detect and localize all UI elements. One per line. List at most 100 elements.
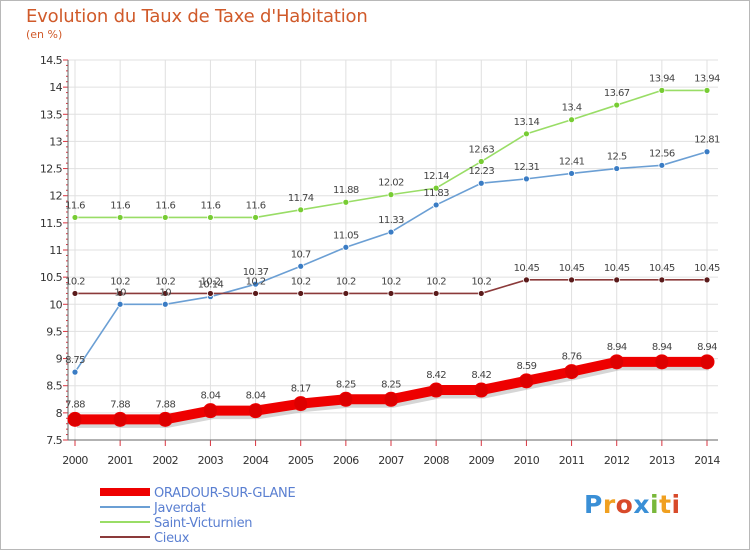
data-point-saint-victurnien bbox=[703, 87, 711, 94]
data-point-oradour-sur-glane bbox=[699, 354, 715, 370]
data-label-cieux: 10.45 bbox=[514, 263, 540, 274]
x-tick-label: 2000 bbox=[62, 454, 88, 467]
data-point-oradour-sur-glane bbox=[383, 391, 399, 407]
axes: 7.588.599.51010.51111.51212.51313.51414.… bbox=[40, 54, 721, 467]
y-tick-label: 9.5 bbox=[46, 325, 62, 338]
legend-label-oradour-sur-glane: ORADOUR-SUR-GLANE bbox=[154, 486, 295, 501]
data-point-cieux bbox=[116, 290, 124, 297]
data-label-oradour-sur-glane: 8.25 bbox=[381, 379, 401, 390]
y-tick-label: 10.5 bbox=[40, 271, 63, 284]
y-tick-label: 12.5 bbox=[40, 163, 63, 176]
data-label-saint-victurnien: 13.14 bbox=[514, 117, 540, 128]
data-point-cieux bbox=[252, 290, 259, 297]
data-point-saint-victurnien bbox=[71, 214, 79, 221]
data-point-cieux bbox=[342, 290, 350, 297]
data-label-cieux: 10.2 bbox=[426, 276, 446, 287]
data-point-cieux bbox=[703, 276, 711, 284]
y-tick-label: 8 bbox=[56, 407, 63, 420]
data-point-cieux bbox=[523, 276, 530, 284]
data-label-oradour-sur-glane: 8.17 bbox=[291, 384, 311, 395]
x-tick-label: 2003 bbox=[198, 454, 224, 467]
data-point-javerdat bbox=[658, 161, 666, 169]
data-label-oradour-sur-glane: 8.42 bbox=[471, 370, 491, 381]
data-label-cieux: 10.2 bbox=[110, 276, 130, 287]
y-tick-label: 11 bbox=[49, 244, 62, 257]
data-point-oradour-sur-glane bbox=[473, 382, 489, 398]
x-tick-label: 2009 bbox=[468, 454, 494, 467]
x-tick-label: 2014 bbox=[694, 454, 720, 467]
data-label-javerdat: 12.5 bbox=[607, 152, 627, 163]
data-label-javerdat: 12.41 bbox=[559, 156, 585, 167]
grid bbox=[68, 59, 718, 441]
data-label-saint-victurnien: 12.63 bbox=[468, 145, 494, 156]
data-point-oradour-sur-glane bbox=[67, 411, 83, 427]
data-label-oradour-sur-glane: 8.25 bbox=[336, 379, 356, 390]
data-point-javerdat bbox=[161, 300, 169, 308]
data-point-cieux bbox=[658, 276, 666, 284]
logo-letter: P bbox=[584, 490, 603, 519]
data-label-oradour-sur-glane: 8.76 bbox=[562, 352, 582, 363]
data-label-cieux: 10.45 bbox=[604, 263, 630, 274]
x-tick-label: 2010 bbox=[514, 454, 540, 467]
data-label-javerdat: 12.31 bbox=[514, 162, 540, 173]
data-label-cieux: 10.2 bbox=[155, 276, 175, 287]
data-label-saint-victurnien: 11.6 bbox=[200, 200, 220, 211]
data-point-oradour-sur-glane bbox=[248, 403, 264, 419]
data-label-javerdat: 10.7 bbox=[291, 249, 311, 260]
proxiti-logo: Proxiti bbox=[584, 490, 681, 519]
data-point-javerdat bbox=[523, 175, 530, 183]
logo-letter: i bbox=[650, 490, 660, 519]
data-label-cieux: 10.2 bbox=[200, 276, 220, 287]
y-tick-label: 8.5 bbox=[46, 380, 62, 393]
y-tick-label: 9 bbox=[56, 353, 63, 366]
data-label-cieux: 10.45 bbox=[649, 263, 675, 274]
x-tick-label: 2012 bbox=[604, 454, 630, 467]
data-label-cieux: 10.2 bbox=[336, 276, 356, 287]
data-label-javerdat: 11.05 bbox=[333, 230, 359, 241]
data-point-cieux bbox=[477, 290, 485, 297]
data-point-oradour-sur-glane bbox=[654, 354, 670, 370]
data-point-cieux bbox=[297, 290, 305, 297]
data-point-javerdat bbox=[568, 170, 575, 177]
data-label-javerdat: 10 bbox=[160, 287, 172, 298]
data-label-cieux: 10.45 bbox=[559, 263, 585, 274]
y-tick-label: 14 bbox=[49, 81, 62, 94]
data-point-saint-victurnien bbox=[161, 214, 169, 221]
logo-letter: t bbox=[659, 490, 672, 519]
data-label-saint-victurnien: 11.6 bbox=[65, 200, 85, 211]
data-point-javerdat bbox=[71, 368, 79, 376]
data-label-javerdat: 12.81 bbox=[694, 135, 720, 146]
data-label-cieux: 10.2 bbox=[291, 276, 311, 287]
data-point-cieux bbox=[161, 290, 169, 297]
data-point-oradour-sur-glane bbox=[338, 391, 354, 407]
data-point-saint-victurnien bbox=[297, 206, 305, 214]
data-label-cieux: 10.2 bbox=[65, 276, 85, 287]
data-point-saint-victurnien bbox=[432, 184, 440, 192]
data-label-saint-victurnien: 11.74 bbox=[288, 193, 314, 204]
data-point-saint-victurnien bbox=[207, 214, 214, 221]
y-tick-label: 10 bbox=[49, 298, 62, 311]
data-point-cieux bbox=[568, 276, 575, 284]
data-label-javerdat: 11.33 bbox=[378, 215, 404, 226]
data-point-cieux bbox=[387, 290, 395, 297]
data-point-oradour-sur-glane bbox=[112, 411, 128, 427]
data-label-javerdat: 11.83 bbox=[423, 188, 449, 199]
data-point-saint-victurnien bbox=[613, 101, 621, 109]
data-point-javerdat bbox=[703, 148, 711, 156]
x-tick-label: 2005 bbox=[288, 454, 314, 467]
data-point-javerdat bbox=[342, 243, 350, 251]
data-label-cieux: 10.2 bbox=[246, 276, 266, 287]
y-tick-label: 13 bbox=[49, 135, 62, 148]
data-label-saint-victurnien: 13.4 bbox=[562, 103, 582, 114]
x-tick-label: 2013 bbox=[649, 454, 675, 467]
y-tick-label: 12 bbox=[49, 190, 62, 203]
logo-letter: r bbox=[602, 490, 616, 519]
data-point-javerdat bbox=[297, 262, 305, 270]
legend-label-cieux: Cieux bbox=[154, 531, 190, 546]
series-lines bbox=[67, 87, 715, 428]
data-point-javerdat bbox=[477, 179, 485, 187]
data-point-oradour-sur-glane bbox=[609, 354, 625, 370]
data-label-oradour-sur-glane: 7.88 bbox=[155, 399, 175, 410]
data-label-oradour-sur-glane: 8.94 bbox=[697, 342, 717, 353]
data-point-cieux bbox=[71, 290, 79, 297]
